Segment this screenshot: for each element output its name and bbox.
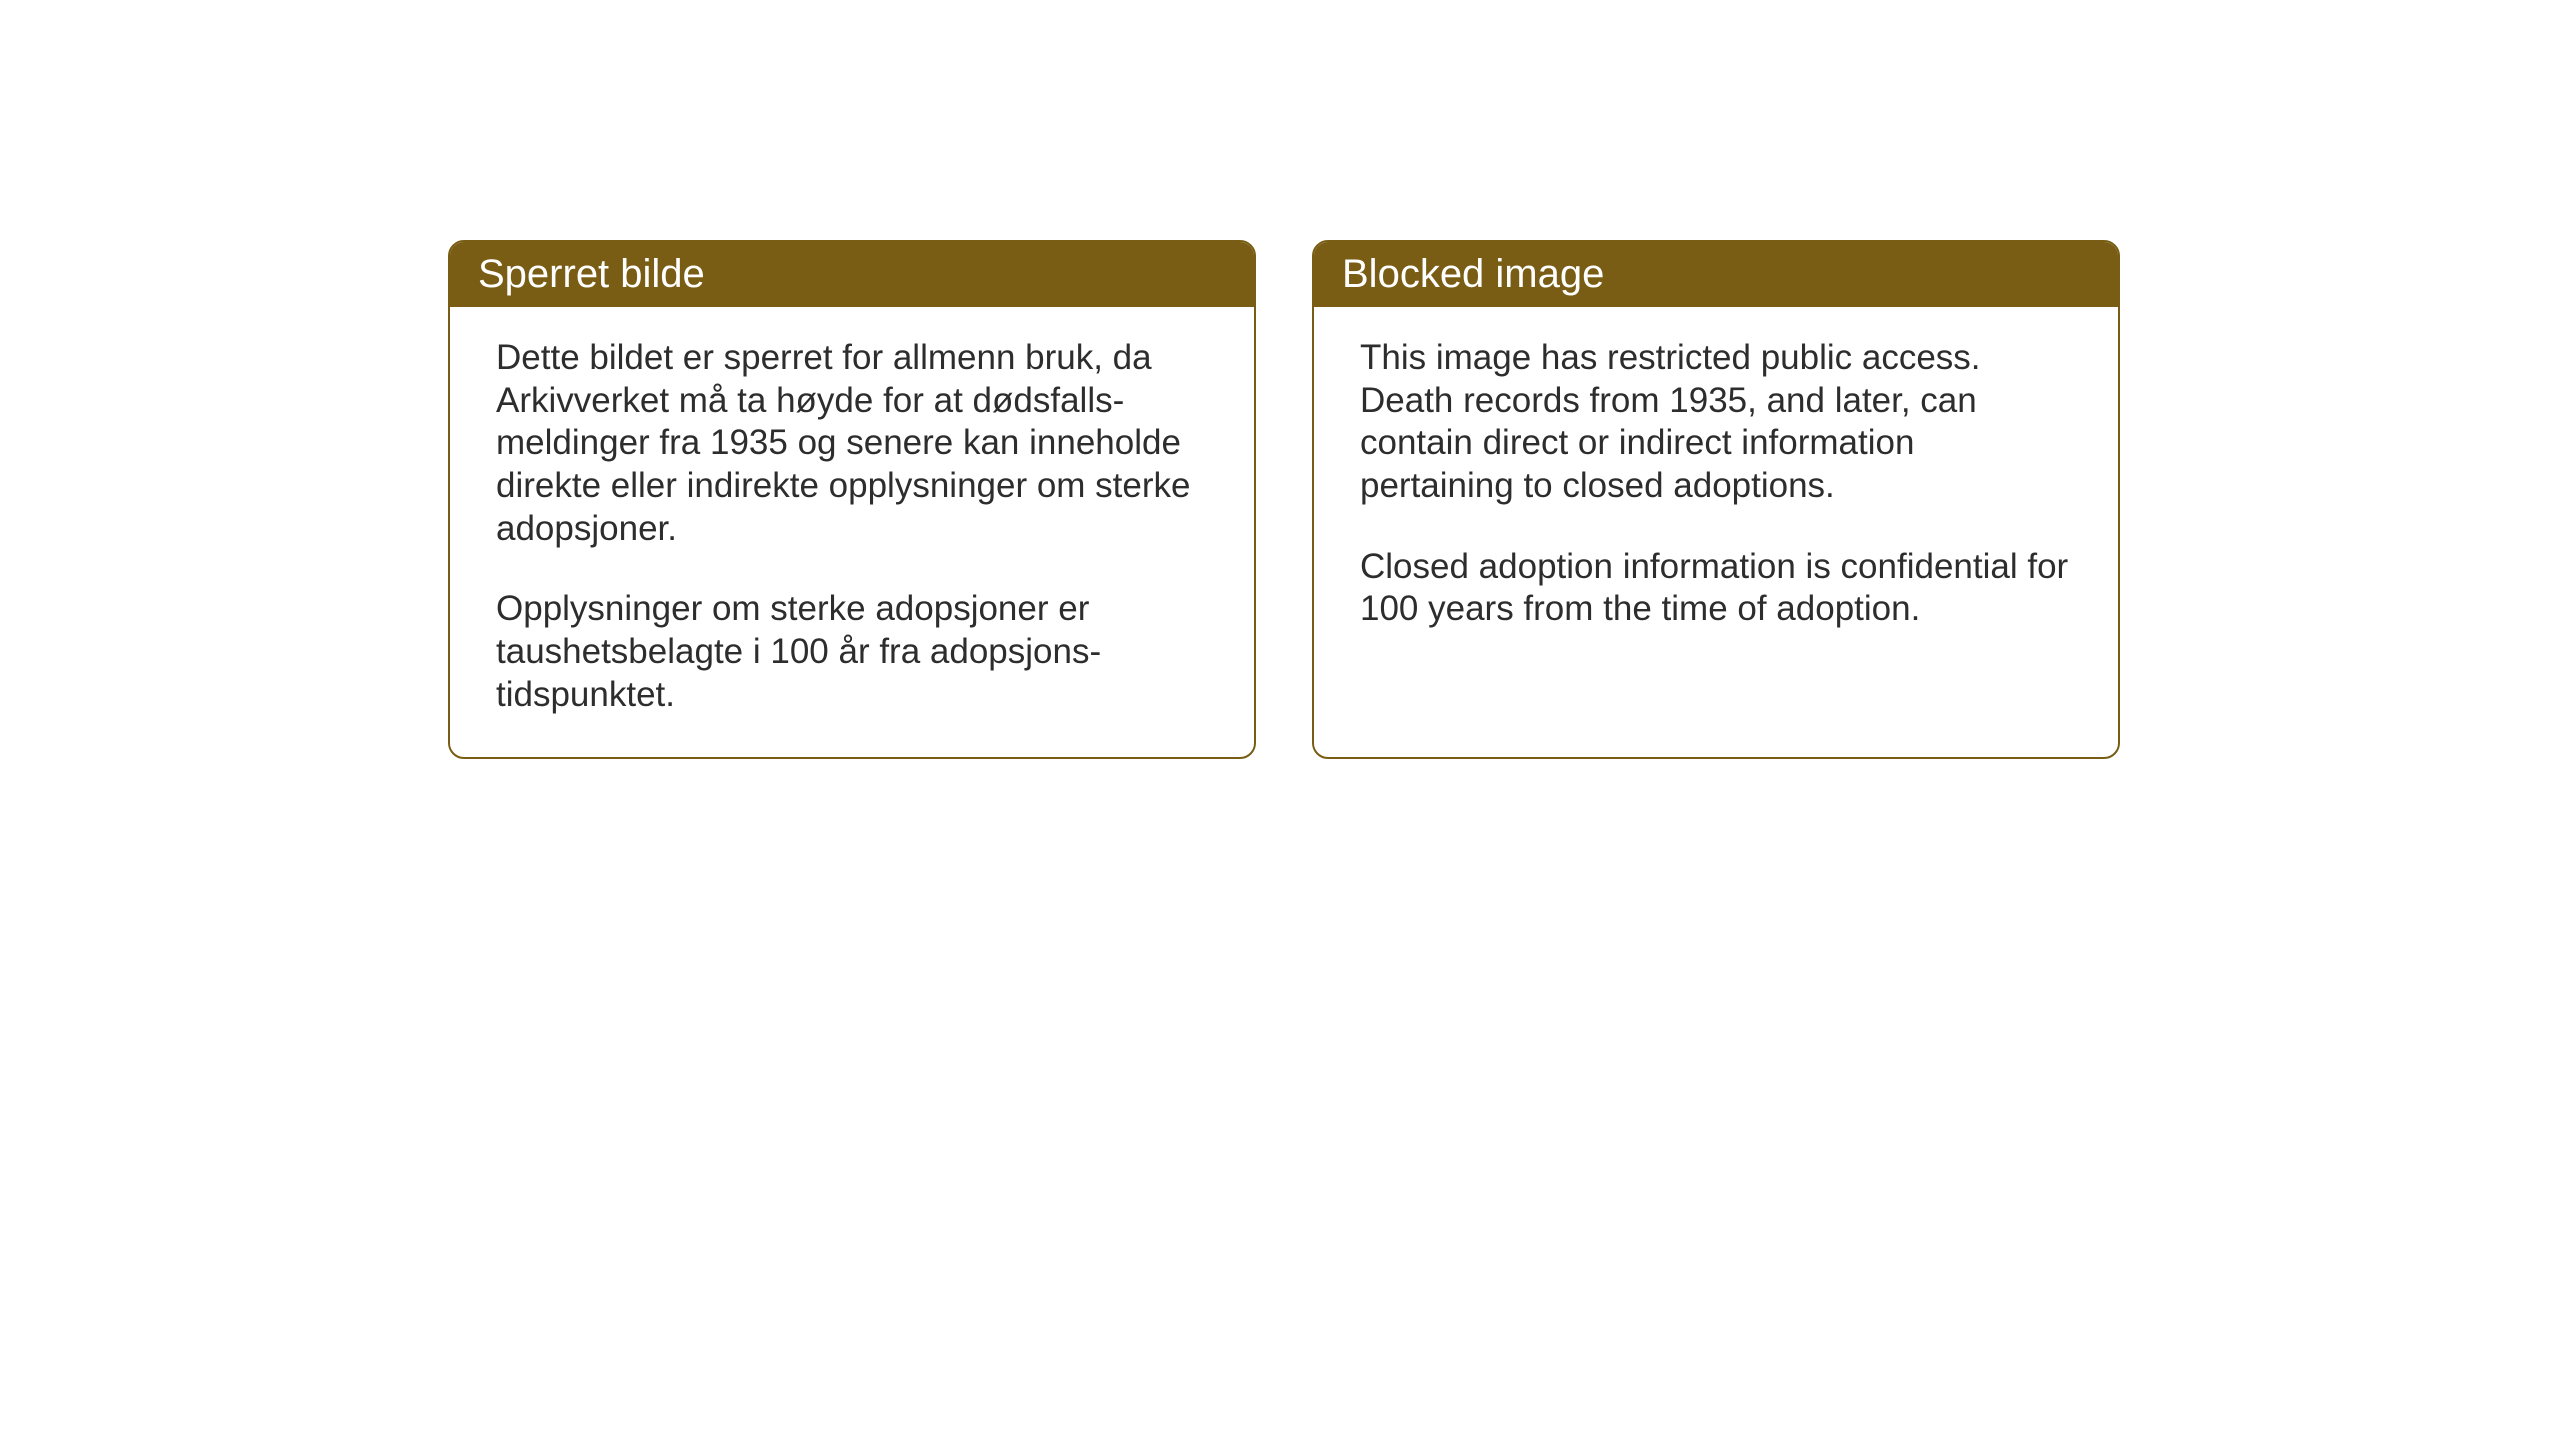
cards-container: Sperret bilde Dette bildet er sperret fo…: [448, 240, 2120, 759]
card-text-norwegian-p2: Opplysninger om sterke adopsjoner er tau…: [496, 588, 1208, 716]
card-norwegian: Sperret bilde Dette bildet er sperret fo…: [448, 240, 1256, 759]
card-text-norwegian-p1: Dette bildet er sperret for allmenn bruk…: [496, 337, 1208, 550]
card-text-english-p1: This image has restricted public access.…: [1360, 337, 2072, 508]
card-english: Blocked image This image has restricted …: [1312, 240, 2120, 759]
card-header-norwegian: Sperret bilde: [450, 242, 1254, 307]
card-header-english: Blocked image: [1314, 242, 2118, 307]
card-body-english: This image has restricted public access.…: [1314, 307, 2118, 727]
card-body-norwegian: Dette bildet er sperret for allmenn bruk…: [450, 307, 1254, 757]
card-text-english-p2: Closed adoption information is confident…: [1360, 546, 2072, 631]
